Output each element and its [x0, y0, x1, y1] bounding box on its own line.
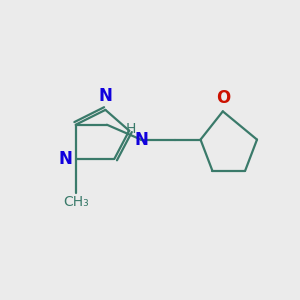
Text: N: N	[58, 150, 72, 168]
Text: O: O	[216, 89, 230, 107]
Text: CH₃: CH₃	[63, 195, 88, 208]
Text: H: H	[125, 122, 136, 136]
Text: N: N	[134, 130, 148, 148]
Text: N: N	[98, 87, 112, 105]
